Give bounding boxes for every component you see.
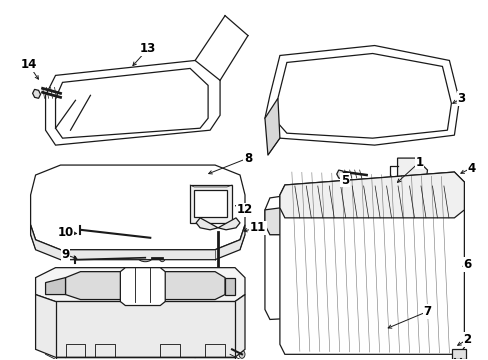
Text: 10: 10 bbox=[57, 226, 74, 239]
Polygon shape bbox=[45, 278, 65, 294]
Polygon shape bbox=[224, 278, 235, 294]
Text: 3: 3 bbox=[456, 92, 465, 105]
Bar bbox=[291, 319, 311, 328]
Polygon shape bbox=[264, 225, 464, 319]
Polygon shape bbox=[56, 68, 208, 138]
Ellipse shape bbox=[138, 254, 152, 262]
Polygon shape bbox=[218, 218, 240, 230]
Polygon shape bbox=[397, 158, 427, 190]
Text: 14: 14 bbox=[20, 58, 37, 71]
Polygon shape bbox=[336, 170, 344, 179]
Polygon shape bbox=[45, 60, 220, 145]
Text: 11: 11 bbox=[249, 221, 265, 234]
Polygon shape bbox=[65, 272, 224, 300]
Polygon shape bbox=[279, 172, 464, 218]
Text: 5: 5 bbox=[340, 174, 348, 186]
Polygon shape bbox=[33, 89, 41, 98]
Ellipse shape bbox=[211, 219, 224, 229]
Polygon shape bbox=[264, 204, 354, 235]
Text: 2: 2 bbox=[462, 333, 470, 346]
Polygon shape bbox=[264, 192, 464, 230]
Ellipse shape bbox=[140, 233, 156, 243]
Text: 12: 12 bbox=[236, 203, 253, 216]
Polygon shape bbox=[36, 294, 244, 357]
Polygon shape bbox=[264, 98, 279, 155]
Polygon shape bbox=[36, 268, 244, 302]
Polygon shape bbox=[56, 357, 235, 360]
Text: 1: 1 bbox=[415, 156, 423, 168]
Polygon shape bbox=[120, 268, 165, 306]
Ellipse shape bbox=[406, 167, 416, 181]
Polygon shape bbox=[264, 45, 458, 145]
Polygon shape bbox=[279, 172, 464, 354]
Text: 4: 4 bbox=[466, 162, 474, 175]
Polygon shape bbox=[451, 349, 466, 359]
Text: 7: 7 bbox=[423, 305, 430, 318]
Bar bbox=[291, 212, 313, 222]
Ellipse shape bbox=[239, 350, 244, 358]
Text: 9: 9 bbox=[61, 248, 69, 261]
Text: 6: 6 bbox=[462, 258, 470, 271]
Bar bbox=[291, 222, 313, 230]
Polygon shape bbox=[194, 190, 226, 217]
Polygon shape bbox=[190, 185, 232, 223]
Polygon shape bbox=[196, 218, 218, 230]
Ellipse shape bbox=[159, 254, 165, 262]
Polygon shape bbox=[31, 165, 244, 250]
Text: 8: 8 bbox=[244, 152, 252, 165]
Text: 13: 13 bbox=[140, 42, 156, 55]
Polygon shape bbox=[31, 225, 244, 260]
